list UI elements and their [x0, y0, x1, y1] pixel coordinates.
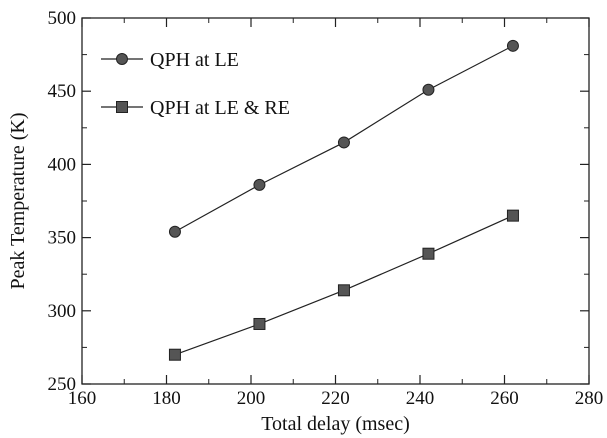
x-tick-label: 240: [406, 388, 435, 409]
y-axis-title: Peak Temperature (K): [7, 112, 29, 289]
x-tick-label: 180: [152, 388, 181, 409]
y-tick-label: 450: [48, 81, 77, 102]
legend-marker: [116, 53, 128, 65]
legend-label: QPH at LE & RE: [150, 97, 290, 119]
y-tick-label: 500: [48, 8, 77, 29]
y-tick-label: 350: [48, 228, 77, 249]
data-point-square: [422, 247, 435, 260]
x-tick-label: 160: [68, 388, 97, 409]
legend-label: QPH at LE: [150, 49, 239, 71]
data-point-circle: [168, 225, 181, 238]
series-2: [168, 209, 519, 361]
data-point-circle: [253, 178, 266, 191]
x-tick-label: 280: [575, 388, 604, 409]
x-tick-label: 200: [237, 388, 266, 409]
x-tick-label: 260: [490, 388, 519, 409]
legend-marker: [116, 101, 128, 113]
data-point-circle: [337, 136, 350, 149]
x-tick-label: 220: [321, 388, 350, 409]
plot-frame: [81, 17, 590, 385]
legend: QPH at LE QPH at LE & RE: [101, 49, 290, 119]
data-point-square: [506, 209, 519, 222]
data-point-circle: [422, 83, 435, 96]
series: [168, 39, 519, 361]
legend-item: QPH at LE: [101, 49, 239, 71]
data-point-circle: [506, 39, 519, 52]
data-point-square: [253, 317, 266, 330]
ticks: 160 180 200 220 240 260 280 250 300 350 400 450 500: [48, 8, 604, 409]
y-tick-label: 250: [48, 374, 77, 395]
series-1: [168, 39, 519, 238]
data-point-square: [337, 284, 350, 297]
y-tick-label: 300: [48, 301, 77, 322]
data-point-square: [168, 348, 181, 361]
x-axis-title: Total delay (msec): [261, 413, 410, 435]
legend-item: QPH at LE & RE: [101, 97, 290, 119]
axes: [81, 17, 590, 385]
y-tick-label: 400: [48, 154, 77, 175]
